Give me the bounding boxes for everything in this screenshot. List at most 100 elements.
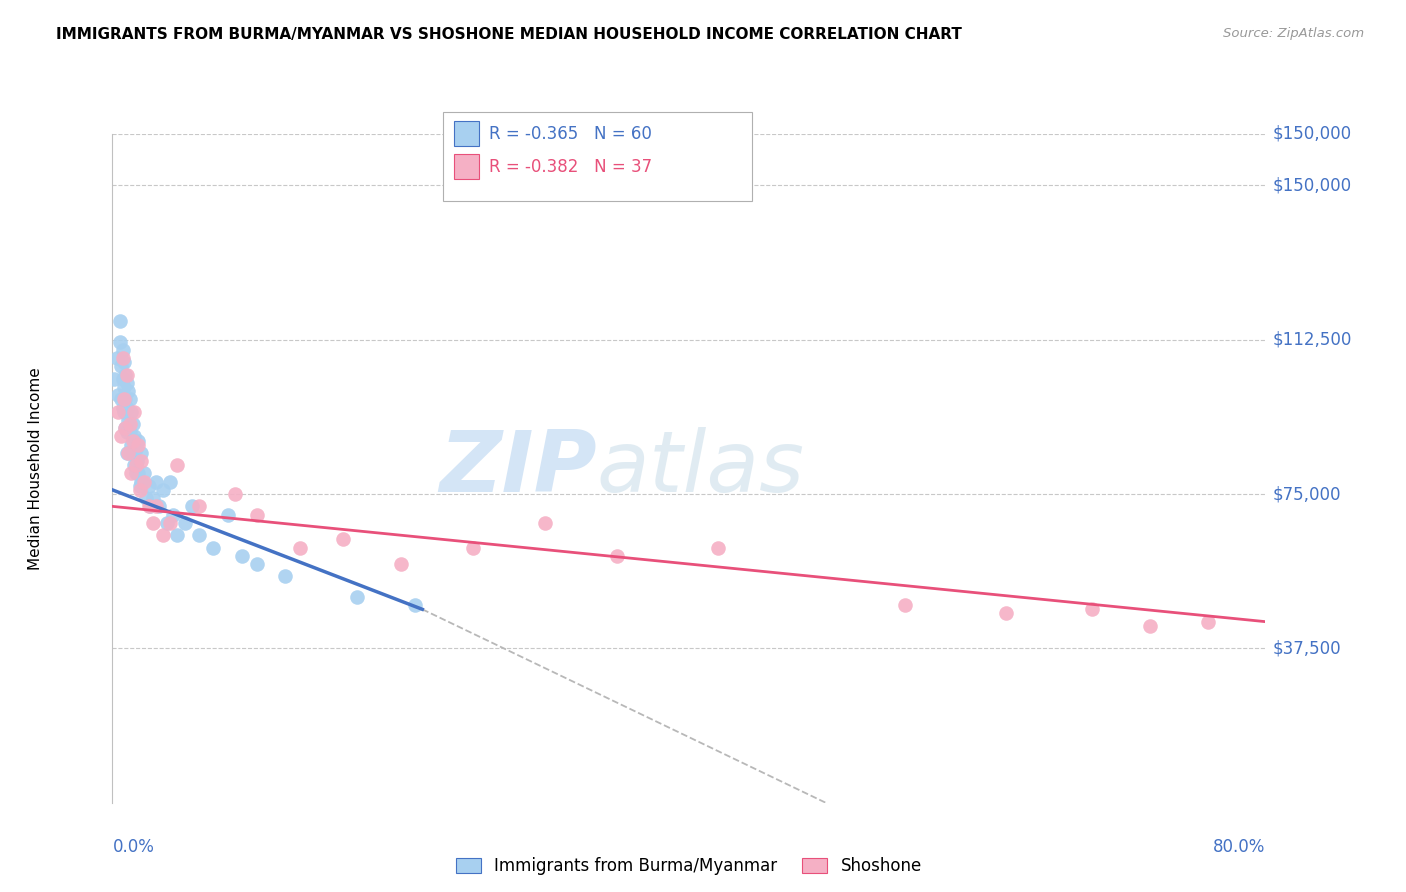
Point xyxy=(1197,615,1219,629)
Point xyxy=(121,417,143,431)
Text: Source: ZipAtlas.com: Source: ZipAtlas.com xyxy=(1223,27,1364,40)
Point xyxy=(145,500,167,514)
Point xyxy=(159,516,181,530)
Point xyxy=(152,528,174,542)
Text: $112,500: $112,500 xyxy=(1272,331,1351,349)
Point xyxy=(995,607,1018,621)
Point xyxy=(118,392,141,407)
Point xyxy=(122,429,145,443)
Point xyxy=(115,376,138,390)
Point xyxy=(118,417,141,431)
Text: IMMIGRANTS FROM BURMA/MYANMAR VS SHOSHONE MEDIAN HOUSEHOLD INCOME CORRELATION CH: IMMIGRANTS FROM BURMA/MYANMAR VS SHOSHON… xyxy=(56,27,962,42)
Point xyxy=(148,500,170,514)
Point xyxy=(115,401,138,415)
Point xyxy=(128,483,150,497)
Point xyxy=(231,549,253,563)
Point xyxy=(706,541,728,555)
Point xyxy=(127,437,149,451)
Point xyxy=(224,487,246,501)
Point xyxy=(142,516,165,530)
Point xyxy=(404,598,426,612)
Point xyxy=(288,541,311,555)
Point xyxy=(138,479,160,493)
Text: $75,000: $75,000 xyxy=(1272,485,1341,503)
Point xyxy=(112,392,135,407)
Point xyxy=(134,475,156,489)
Text: $150,000: $150,000 xyxy=(1272,125,1351,143)
Text: R = -0.382   N = 37: R = -0.382 N = 37 xyxy=(489,158,652,176)
Point xyxy=(188,500,211,514)
Point xyxy=(124,458,146,473)
Text: 0.0%: 0.0% xyxy=(112,838,155,856)
Point xyxy=(346,590,368,604)
Point xyxy=(117,384,139,398)
Text: Median Household Income: Median Household Income xyxy=(28,367,42,570)
Point xyxy=(115,446,138,460)
Point xyxy=(180,500,202,514)
Point xyxy=(114,392,136,407)
Point xyxy=(110,392,132,407)
Point xyxy=(245,557,267,571)
Point xyxy=(110,359,132,374)
Text: $37,500: $37,500 xyxy=(1272,640,1341,657)
Point xyxy=(122,405,145,419)
Point xyxy=(111,351,134,366)
Text: ZIP: ZIP xyxy=(439,426,596,510)
Point xyxy=(118,425,141,440)
Point xyxy=(112,355,135,369)
Point xyxy=(1139,619,1161,633)
Point xyxy=(129,446,153,460)
Point xyxy=(188,528,211,542)
Point xyxy=(156,516,179,530)
Point xyxy=(145,475,167,489)
Point xyxy=(103,372,125,386)
Point xyxy=(114,368,136,382)
Point xyxy=(606,549,628,563)
Point xyxy=(894,598,917,612)
Text: atlas: atlas xyxy=(596,426,804,510)
Point xyxy=(533,516,555,530)
Point xyxy=(107,388,129,402)
Point xyxy=(120,405,142,419)
Point xyxy=(108,314,131,328)
Point xyxy=(461,541,484,555)
Point xyxy=(129,475,153,489)
Point xyxy=(332,533,354,547)
Point xyxy=(105,351,128,366)
Point xyxy=(274,569,297,583)
Point xyxy=(122,458,145,473)
Point xyxy=(111,343,134,357)
Legend: Immigrants from Burma/Myanmar, Shoshone: Immigrants from Burma/Myanmar, Shoshone xyxy=(450,850,928,881)
Point xyxy=(112,380,135,394)
Point xyxy=(128,479,150,493)
Point xyxy=(202,541,225,555)
Point xyxy=(110,429,132,443)
Point xyxy=(135,491,157,505)
Point xyxy=(166,458,188,473)
Point xyxy=(127,434,149,448)
Point xyxy=(389,557,412,571)
Point xyxy=(120,467,142,481)
Point xyxy=(112,405,135,419)
Point xyxy=(120,437,142,451)
Text: 80.0%: 80.0% xyxy=(1213,838,1265,856)
Point xyxy=(166,528,188,542)
Point xyxy=(121,434,143,448)
Point xyxy=(1081,602,1104,616)
Point xyxy=(124,442,146,456)
Point xyxy=(111,401,134,415)
Point xyxy=(138,500,160,514)
Point xyxy=(121,446,143,460)
Text: R = -0.365   N = 60: R = -0.365 N = 60 xyxy=(489,125,652,143)
Point xyxy=(117,413,139,427)
Point xyxy=(108,334,131,349)
Point xyxy=(162,508,184,522)
Point xyxy=(127,467,149,481)
Point xyxy=(114,421,136,435)
Point xyxy=(217,508,239,522)
Point xyxy=(152,483,174,497)
Point xyxy=(125,454,148,468)
Point xyxy=(114,421,136,435)
Text: $150,000: $150,000 xyxy=(1272,177,1351,194)
Point xyxy=(115,425,138,440)
